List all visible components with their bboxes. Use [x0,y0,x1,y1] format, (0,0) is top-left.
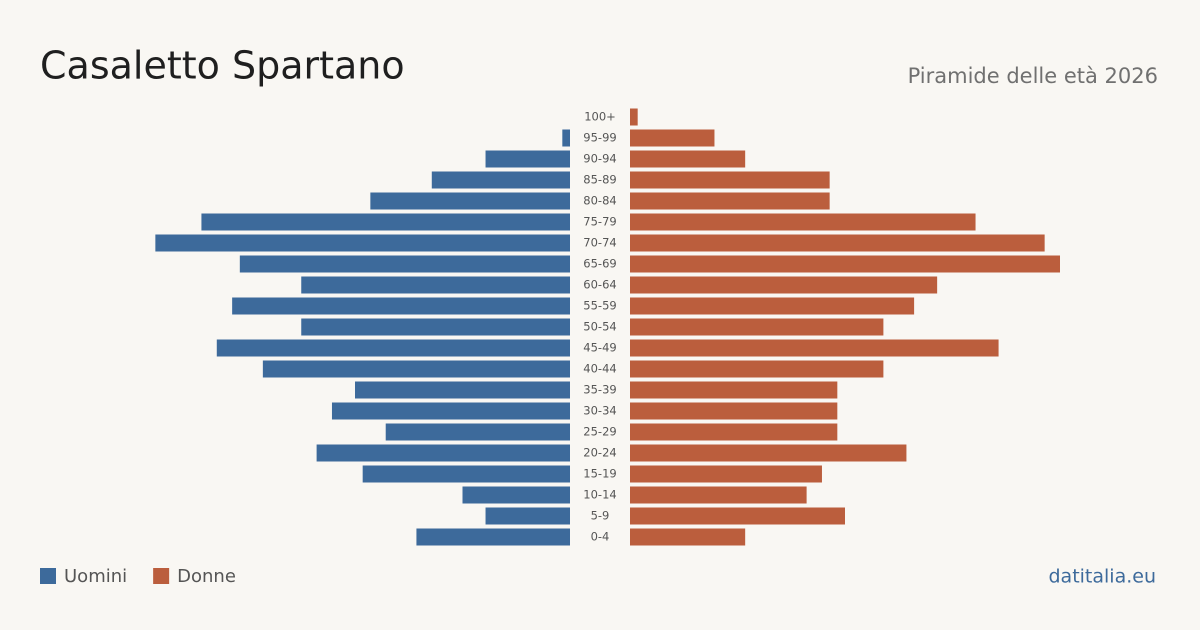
age-label: 60-64 [583,278,616,292]
bar [630,129,715,147]
chart-title: Casaletto Spartano [40,44,405,88]
bar [630,213,976,231]
bar [630,234,1045,252]
bar [630,507,845,525]
bar [630,381,838,399]
age-label: 25-29 [583,425,616,439]
age-label: 55-59 [583,299,616,313]
legend-label: Uomini [64,566,127,587]
age-label: 20-24 [583,446,616,460]
bar [630,276,938,294]
age-label: 5-9 [591,509,610,523]
bar [630,339,999,357]
bar [201,213,570,231]
bar [232,297,570,315]
bar [562,129,570,147]
bar [630,402,838,420]
legend-swatch [153,568,170,584]
bar [630,297,915,315]
source: datitalia.eu [1049,566,1157,588]
bar [630,444,907,462]
bar [355,381,570,399]
bar [630,423,838,441]
bar [262,360,570,378]
age-label: 95-99 [583,131,616,145]
bar [630,255,1060,273]
age-label: 80-84 [583,194,616,208]
bar [630,528,746,546]
bar [630,171,830,189]
bar [485,507,570,525]
bar [630,192,830,210]
bar [331,402,570,420]
bar [630,108,638,126]
age-label: 45-49 [583,341,616,355]
age-label: 90-94 [583,152,616,166]
bar [239,255,571,273]
age-label: 15-19 [583,467,616,481]
bar [630,486,807,504]
age-label: 50-54 [583,320,616,334]
bar [462,486,570,504]
age-label: 75-79 [583,215,616,229]
age-label: 10-14 [583,488,616,502]
bar [431,171,570,189]
bar [301,276,570,294]
bar [630,150,746,168]
age-label: 30-34 [583,404,616,418]
legend-swatch [40,568,56,584]
age-label: 70-74 [583,236,616,250]
age-label: 85-89 [583,173,616,187]
bar [370,192,570,210]
bar [301,318,570,336]
bar [362,465,570,483]
bar [630,318,884,336]
legend-label: Donne [177,566,236,587]
bar [155,234,570,252]
bar [385,423,570,441]
chart-subtitle: Piramide delle età 2026 [908,64,1158,88]
bar [630,360,884,378]
age-label: 100+ [584,110,616,124]
age-label: 40-44 [583,362,616,376]
bar [485,150,570,168]
age-label: 0-4 [591,530,610,544]
bar [630,465,822,483]
age-label: 65-69 [583,257,616,271]
bar [416,528,570,546]
bar [216,339,571,357]
age-label: 35-39 [583,383,616,397]
bar [316,444,570,462]
